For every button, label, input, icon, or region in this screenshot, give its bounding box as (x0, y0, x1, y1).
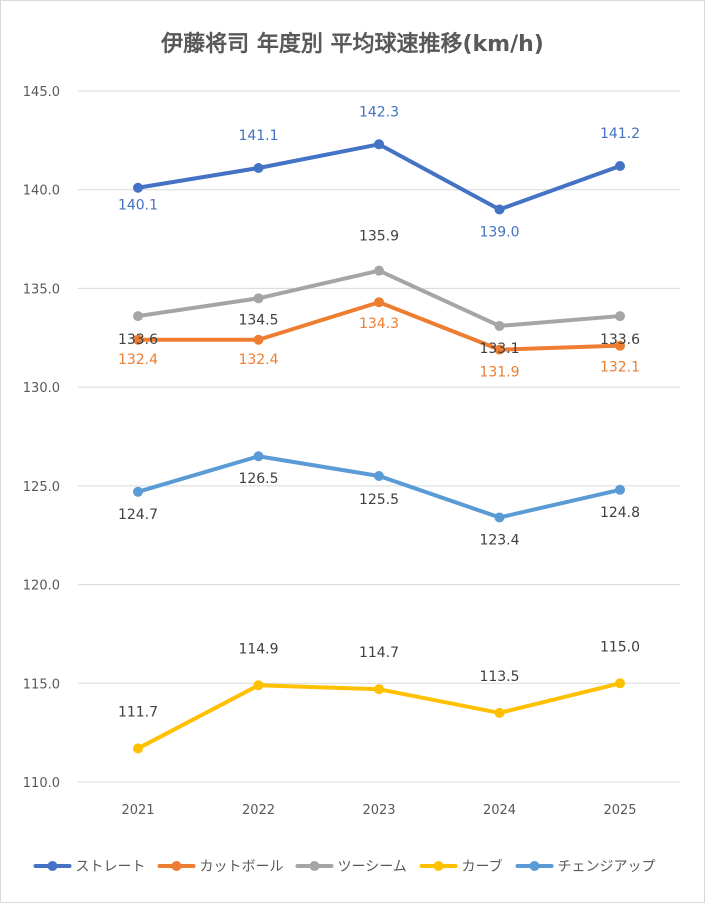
data-point (253, 293, 264, 304)
data-label: 132.4 (118, 352, 158, 368)
data-point (133, 311, 143, 322)
legend-marker (309, 861, 320, 871)
data-point (494, 707, 505, 718)
legend-item: カーブ (419, 858, 503, 875)
x-tick-label: 2025 (603, 803, 636, 818)
data-label: 132.4 (238, 352, 278, 368)
legend-item: ストレート (33, 859, 146, 875)
x-axis-ticks: 2021 2022 2023 2024 2025 (121, 803, 636, 818)
data-point (494, 512, 505, 523)
legend-label: チェンジアップ (558, 859, 656, 875)
y-tick-label: 130.0 (23, 381, 60, 396)
data-label: 133.1 (479, 341, 519, 357)
legend-item: チェンジアップ (515, 859, 656, 875)
data-point (615, 340, 625, 351)
data-point (494, 320, 505, 331)
x-tick-label: 2021 (121, 803, 154, 818)
data-point (253, 162, 264, 173)
data-label: 124.7 (118, 507, 158, 523)
y-axis-ticks: 110.0 115.0 120.0 125.0 130.0 135.0 140.0 145.0 (23, 85, 60, 791)
data-labels: 140.1 141.1 142.3 139.0 141.2 132.4 132.4 134.3… (118, 104, 640, 720)
data-label: 134.5 (238, 312, 278, 328)
data-label: 139.0 (479, 224, 519, 240)
data-label: 131.9 (479, 365, 519, 381)
data-label: 115.0 (600, 639, 640, 655)
data-point (133, 182, 143, 193)
data-label: 114.9 (238, 641, 278, 657)
series-line (136, 142, 622, 212)
x-tick-label: 2024 (483, 803, 516, 818)
x-tick-label: 2023 (362, 803, 395, 818)
data-label: 126.5 (238, 471, 278, 487)
data-label: 135.9 (359, 229, 399, 245)
data-point (615, 484, 625, 495)
data-label: 124.8 (600, 505, 640, 521)
data-point (374, 470, 384, 481)
data-point (374, 684, 384, 695)
data-label: 140.1 (118, 198, 158, 214)
data-point (253, 334, 264, 345)
data-point (253, 680, 264, 691)
data-point (133, 486, 143, 497)
data-label: 142.3 (359, 104, 399, 120)
data-point (374, 297, 384, 308)
legend-label: ツーシーム (338, 859, 407, 875)
legend-label: ストレート (76, 859, 146, 875)
gridlines (78, 90, 680, 783)
data-point (494, 344, 505, 355)
y-tick-label: 140.0 (23, 184, 60, 199)
legend-label: カットボール (200, 859, 284, 875)
legend-marker (529, 861, 540, 871)
series-lines (133, 139, 625, 754)
legend-marker (433, 861, 444, 871)
data-point (615, 678, 625, 689)
data-point (494, 204, 505, 215)
data-label: 111.7 (118, 704, 158, 720)
data-point (133, 334, 143, 345)
legend-item: ツーシーム (295, 859, 407, 875)
legend-marker (171, 861, 182, 871)
data-point (253, 451, 264, 462)
data-label: 133.6 (118, 332, 158, 348)
legend-item: カットボール (157, 859, 284, 875)
y-tick-label: 110.0 (23, 776, 60, 791)
data-point (374, 265, 384, 276)
data-label: 134.3 (359, 316, 399, 332)
legend: ストレート カットボール ツーシーム カーブ チェンジアップ (33, 858, 656, 875)
data-point (615, 161, 625, 172)
data-label: 132.1 (600, 360, 640, 376)
y-tick-label: 145.0 (23, 85, 60, 100)
y-tick-label: 135.0 (23, 282, 60, 297)
data-point (133, 743, 143, 754)
data-label: 113.5 (479, 669, 519, 685)
series-line (136, 454, 622, 520)
y-tick-label: 125.0 (23, 480, 60, 495)
data-label: 114.7 (359, 645, 399, 661)
y-tick-label: 120.0 (23, 579, 60, 594)
x-tick-label: 2022 (242, 803, 275, 818)
chart-title: 伊藤将司 年度別 平均球速推移(km/h) (161, 32, 544, 57)
data-label: 125.5 (359, 492, 399, 508)
data-point (374, 139, 384, 150)
legend-marker (47, 861, 58, 871)
data-label: 141.2 (600, 126, 640, 142)
y-tick-label: 115.0 (23, 677, 60, 692)
data-label: 123.4 (479, 532, 519, 548)
data-label: 141.1 (238, 128, 278, 144)
data-point (615, 311, 625, 322)
legend-label: カーブ (462, 858, 503, 875)
data-label: 133.6 (600, 332, 640, 348)
